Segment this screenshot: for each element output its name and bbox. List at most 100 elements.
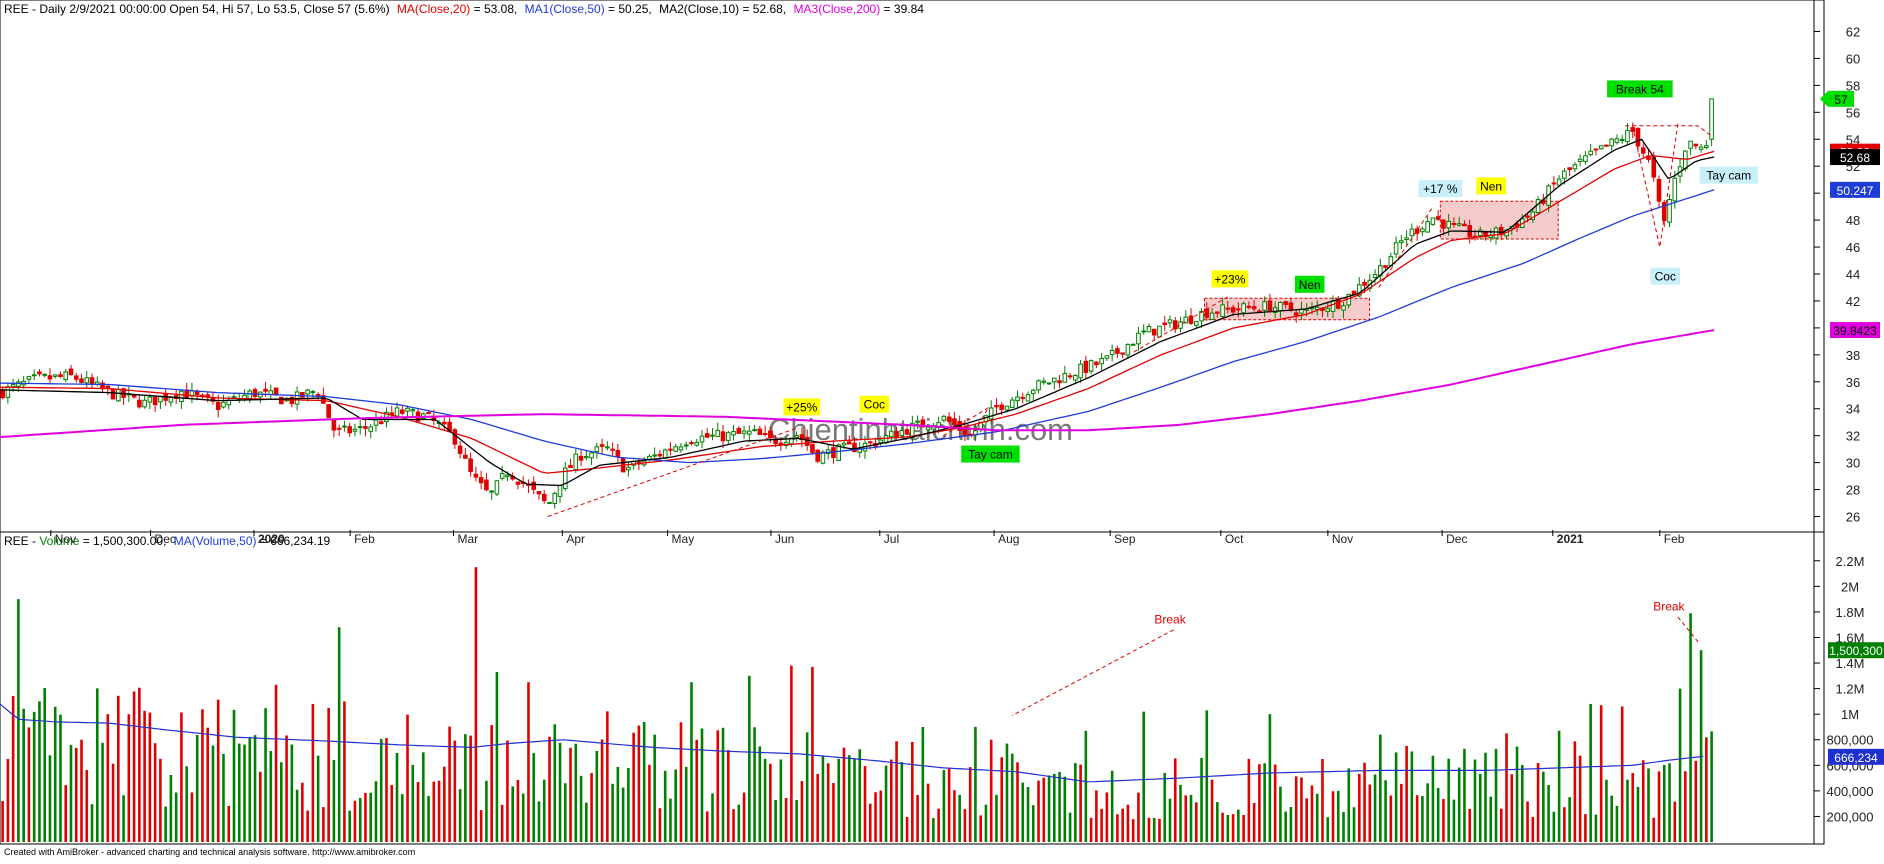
volume-bar [758, 746, 762, 842]
volume-bar [953, 790, 956, 842]
candle-body [599, 444, 605, 447]
month-tick-label: Nov [55, 532, 76, 546]
price-tick-label: 42 [1846, 294, 1860, 309]
volume-bar [590, 773, 593, 842]
trend-guides [547, 123, 1713, 517]
candle-body [1640, 147, 1646, 154]
volume-bar [80, 739, 83, 842]
candle-body [478, 477, 484, 484]
candle-body [1225, 307, 1231, 310]
volume-bar [574, 743, 578, 842]
volume-bar [327, 708, 330, 842]
month-tick-label: Oct [1225, 532, 1244, 546]
annotation-6: +17 % [1418, 180, 1463, 198]
volume-bar [553, 724, 557, 842]
volume-bar [606, 711, 609, 842]
volume-bar [616, 766, 620, 842]
axis-badge-1: 57 [1820, 90, 1854, 107]
volume-bar [264, 708, 267, 842]
badge-pointer [1820, 90, 1828, 107]
month-tick-label: Dec [1446, 532, 1467, 546]
candle-body [1293, 312, 1299, 316]
candle-body [1362, 281, 1367, 286]
candle-body [915, 420, 920, 423]
volume-bar [595, 750, 599, 842]
candle-body [1167, 319, 1173, 324]
candle-body [725, 432, 731, 441]
candle-body [1062, 373, 1068, 383]
annotation-8: Break 54 [1607, 80, 1673, 98]
volume-bar [1216, 802, 1219, 842]
annotation-text: Break 54 [1616, 82, 1664, 96]
month-tick-label: Apr [566, 532, 585, 546]
volume-bar [879, 790, 883, 842]
candle-body [252, 389, 258, 397]
volume-break-label-2: Break [1653, 600, 1685, 614]
candle-body [1099, 358, 1104, 365]
volume-bar [1221, 812, 1224, 842]
volume-bar [1478, 773, 1482, 842]
annotation-text: +23% [1214, 272, 1245, 286]
month-tick-label: Nov [1332, 532, 1353, 546]
volume-bar [937, 808, 940, 842]
candle-body [736, 428, 742, 434]
volume-bar [669, 798, 672, 842]
volume-bar [1594, 814, 1598, 842]
volume-bar [458, 789, 462, 842]
candle-body [552, 492, 558, 504]
candle-body [0, 389, 5, 399]
volume-bar [695, 739, 699, 842]
volume-bar [1599, 705, 1603, 842]
volume-bar [1620, 706, 1624, 842]
volume-bar [1058, 772, 1061, 842]
volume-bar [227, 806, 231, 842]
candle-body [578, 455, 584, 461]
volume-bar [190, 792, 194, 842]
volume-bar [826, 763, 830, 842]
month-tick-label: May [672, 532, 695, 546]
candle-body [468, 458, 473, 473]
candle-body [1094, 361, 1099, 366]
candle-body [1551, 182, 1557, 185]
candle-body [89, 377, 95, 384]
volume-bar [1210, 779, 1214, 842]
candle-body [920, 419, 926, 428]
badge-text: 666,234 [1834, 751, 1878, 765]
candle-body [1125, 343, 1131, 356]
candle-body [263, 388, 268, 392]
candle-body [1199, 311, 1204, 322]
volume-bar [1426, 783, 1429, 842]
candle-body [547, 501, 552, 504]
volume-bar [632, 732, 635, 842]
candle-body [768, 430, 773, 439]
volume-bar [1084, 730, 1088, 842]
volume-bar [17, 599, 20, 842]
annotation-bg [1607, 80, 1673, 98]
candle-body [194, 390, 200, 395]
volume-bar [1137, 792, 1140, 842]
volume-bar [769, 763, 772, 842]
candle-body [1057, 380, 1062, 384]
badge-text: 52.68 [1840, 151, 1870, 165]
candle-body [1572, 164, 1578, 170]
volume-bar [1678, 688, 1682, 842]
candle-body [305, 389, 310, 395]
candle-body [878, 439, 884, 444]
volume-bar [779, 759, 783, 842]
candle-body [1246, 305, 1252, 308]
volume-bar [348, 810, 351, 842]
volume-bar [600, 739, 604, 842]
candle-body [515, 481, 521, 485]
candle-body [689, 442, 694, 445]
volume-bar [453, 740, 457, 842]
volume-bar [485, 780, 488, 842]
volume-bar [737, 804, 741, 842]
month-tick-label: 2021 [1557, 532, 1584, 546]
volume-bar [464, 734, 467, 842]
volume-bar [989, 739, 993, 842]
candle-body [1141, 330, 1146, 333]
annotation-text: Coc [1655, 270, 1676, 284]
volume-bar [306, 810, 309, 842]
volume-bar [542, 779, 546, 842]
volume-bar [258, 771, 262, 842]
